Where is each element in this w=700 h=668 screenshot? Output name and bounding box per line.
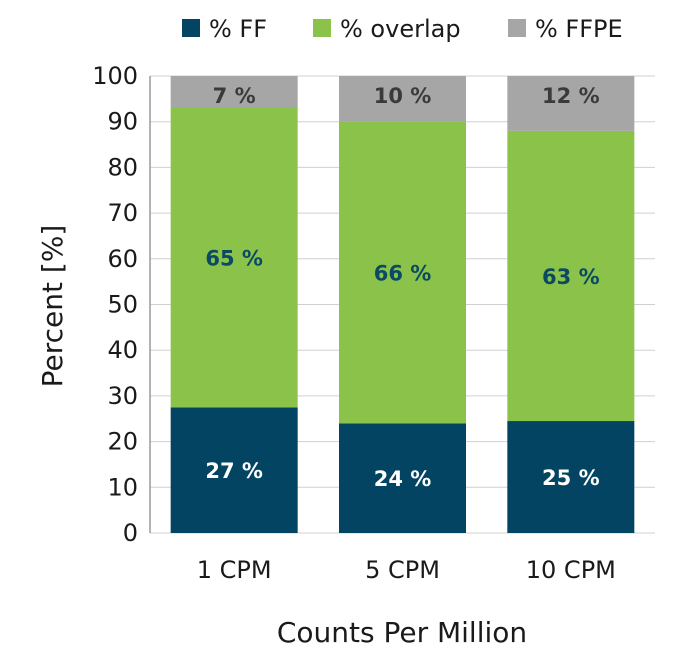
bar-segment (170, 107, 298, 408)
data-label: 12 % (542, 84, 600, 108)
legend: % FF % overlap % FFPE (182, 15, 623, 43)
y-axis-title: Percent [%] (36, 225, 69, 388)
y-tick-label: 50 (107, 291, 138, 319)
bar-segment (170, 76, 298, 108)
bar-segment (339, 76, 466, 122)
legend-swatch (508, 19, 526, 37)
data-label: 66 % (374, 262, 432, 286)
legend-swatch (182, 19, 200, 37)
y-tick-label: 0 (123, 519, 138, 547)
bar-segment (339, 423, 466, 533)
data-label: 27 % (205, 459, 263, 483)
y-tick-label: 60 (107, 245, 138, 273)
bar-segment (507, 130, 635, 422)
data-label: 24 % (374, 467, 432, 491)
bar-segment (170, 407, 298, 533)
x-tick-label: 1 CPM (197, 556, 272, 584)
y-tick-label: 40 (107, 336, 138, 364)
bar-segment (339, 121, 466, 424)
y-tick-label: 70 (107, 199, 138, 227)
y-tick-label: 100 (92, 62, 138, 90)
bars: 27 % 65 % 7 % 24 % 66 % 10 % 25 % 63 % 12 % (170, 76, 635, 533)
y-tick-label: 10 (107, 473, 138, 501)
data-label: 65 % (205, 247, 263, 271)
x-axis-title: Counts Per Million (277, 616, 527, 649)
y-tick-label: 90 (107, 108, 138, 136)
legend-label: % FF (209, 15, 267, 43)
data-label: 25 % (542, 466, 600, 490)
legend-swatch (313, 19, 331, 37)
y-axis-ticks: 0 10 20 30 40 50 60 70 80 90 100 (92, 62, 138, 547)
legend-label: % overlap (340, 15, 461, 43)
x-tick-label: 10 CPM (526, 556, 616, 584)
legend-label: % FFPE (535, 15, 623, 43)
data-label: 10 % (374, 84, 432, 108)
x-axis-ticks: 1 CPM 5 CPM 10 CPM (197, 556, 616, 584)
x-tick-label: 5 CPM (365, 556, 440, 584)
y-tick-label: 80 (107, 153, 138, 181)
y-tick-label: 30 (107, 382, 138, 410)
data-label: 7 % (213, 84, 256, 108)
bar-segment (507, 76, 635, 131)
bar-segment (507, 421, 635, 533)
y-tick-label: 20 (107, 428, 138, 456)
data-label: 63 % (542, 265, 600, 289)
